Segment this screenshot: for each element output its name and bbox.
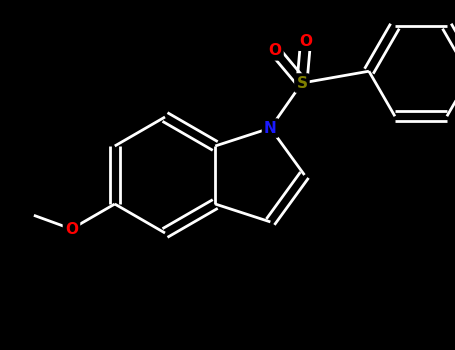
Text: S: S: [297, 76, 308, 91]
Text: O: O: [268, 43, 282, 58]
Text: N: N: [264, 121, 277, 135]
Text: O: O: [299, 34, 312, 49]
Text: O: O: [65, 222, 78, 237]
